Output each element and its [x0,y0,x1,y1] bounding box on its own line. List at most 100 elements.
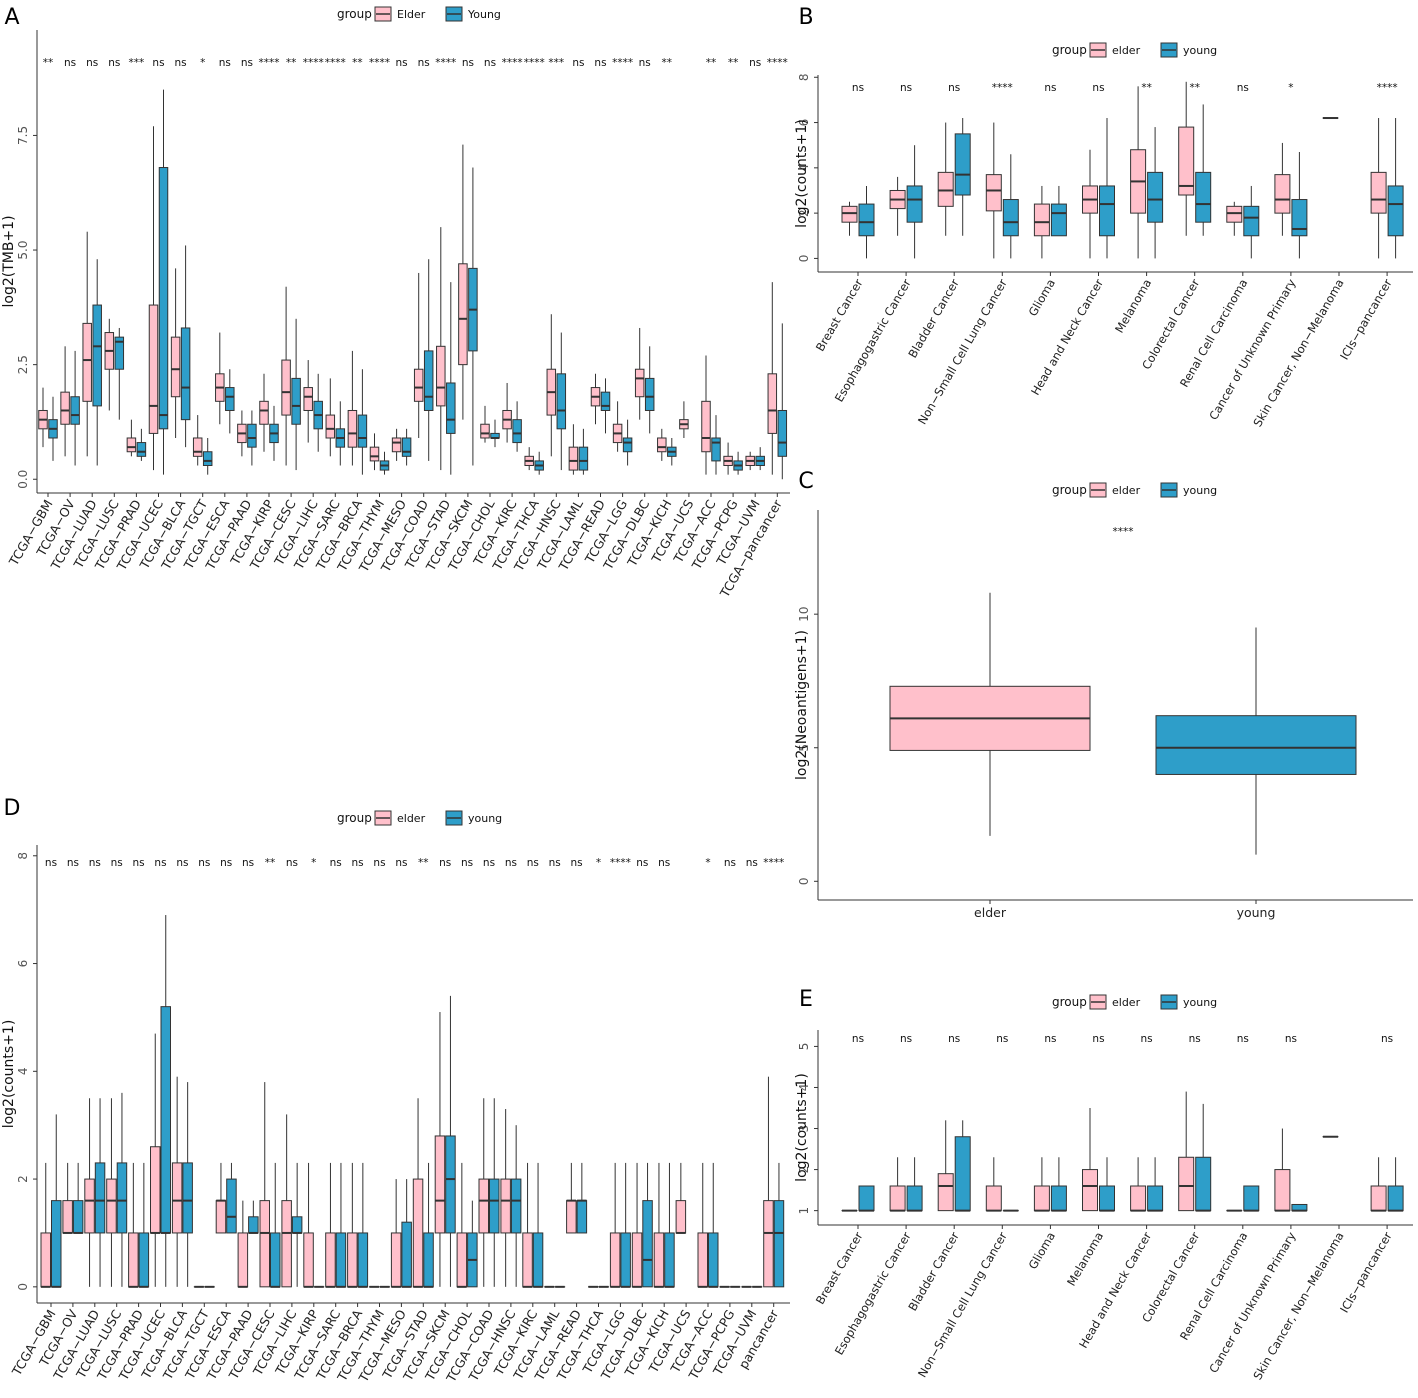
box [1243,205,1260,237]
y-axis-label: log2(counts+1) [794,119,810,228]
y-tick-label: 6 [16,960,30,968]
x-tick-label: young [1237,905,1276,920]
box-elder [480,405,490,443]
legend: group elder young [1052,42,1217,58]
box [532,1232,544,1288]
box-young [269,405,279,461]
box-young [556,332,567,471]
box-young [248,1200,259,1234]
box-young [116,1092,128,1287]
box [259,1200,270,1288]
legend-label-elder: Elder [397,8,426,21]
box-young [357,1162,369,1288]
box-elder [1274,1128,1291,1212]
legend-label-young: young [468,812,502,825]
box-young [226,1162,237,1234]
y-tick-label: 1 [797,1207,811,1215]
significance-label: ns [1285,1033,1297,1045]
box-elder [413,272,424,438]
box-young [906,1157,923,1212]
box-elder [237,1200,249,1288]
box-elder [478,1098,489,1287]
box-elder [612,401,623,452]
box [653,1232,665,1288]
box [215,1200,227,1234]
box-elder [104,318,115,411]
significance-label: ns [749,57,761,69]
significance-label: ns [1044,1033,1056,1045]
box [906,185,923,223]
box [1147,1185,1164,1212]
box-elder [985,1157,1002,1212]
box-young [1243,1185,1260,1212]
box-elder [436,227,446,471]
significance-label: ns [45,857,57,869]
box [136,442,147,457]
box-elder [502,382,512,443]
significance-label: ns [900,82,912,94]
significance-label: ns [505,857,517,869]
box-young [1050,185,1067,237]
box [1033,203,1050,237]
box-young [291,1162,303,1287]
box [1082,1169,1098,1212]
significance-label: ns [461,857,473,869]
x-tick-label: ICIs−pancancer [1337,276,1395,362]
box [773,1200,785,1288]
box-young [1002,154,1019,259]
box [72,1200,84,1234]
significance-label: * [705,857,710,869]
box [303,1232,314,1288]
box-young [1195,104,1212,236]
box [412,1178,424,1288]
significance-label: ns [439,857,451,869]
box-young [512,401,522,452]
box-elder [128,1162,139,1288]
box [858,1185,875,1212]
box-elder [697,1162,708,1288]
panel-label: B [798,5,813,30]
box [1274,1169,1291,1212]
box-young [906,145,923,259]
box-elder [889,592,1091,836]
box-elder [170,268,181,438]
box-elder [745,451,755,471]
box-young [490,419,500,448]
box [634,368,645,398]
significance-label: * [1288,82,1293,94]
significance-label: ns [64,57,76,69]
significance-label: ns [636,857,648,869]
y-tick-label: 2 [797,209,811,217]
box-young [642,1162,653,1288]
box [325,1232,336,1288]
box [1178,1156,1195,1212]
box-young [1291,1203,1308,1212]
box [566,1200,577,1234]
y-tick-label: 4 [797,164,811,172]
box [369,446,380,462]
box [489,1178,500,1234]
box-elder [767,282,778,475]
box [1002,199,1019,237]
box-elder [634,327,645,420]
box-elder [215,1162,227,1234]
box-young [1147,127,1164,259]
box [500,1178,511,1234]
box [1099,185,1115,237]
box-young [247,410,257,466]
box [180,327,191,421]
y-tick-label: 0 [797,255,811,263]
significance-label: **** [610,857,631,869]
box-elder [347,350,358,466]
box-elder [609,1162,621,1288]
box-elder [281,286,291,466]
significance-label: ns [152,57,164,69]
significance-label: ns [639,57,651,69]
significance-label: ns [948,82,960,94]
box-young [1387,1157,1404,1212]
significance-label: **** [524,57,545,69]
x-tick-label: Cancer of Unknown Primary [1206,276,1298,422]
box [436,345,446,407]
box-elder [347,1162,358,1288]
